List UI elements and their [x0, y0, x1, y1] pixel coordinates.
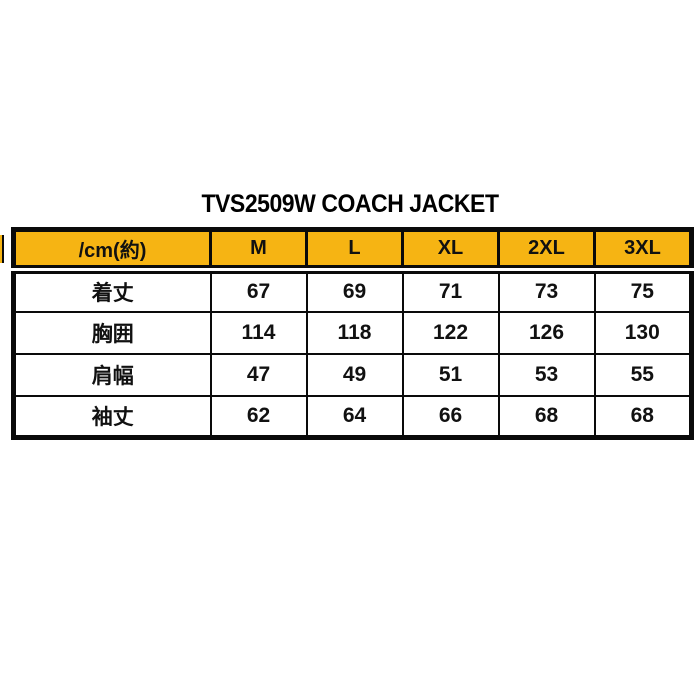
cell-value: 68 [593, 394, 693, 439]
cell-value: 67 [209, 268, 308, 313]
cell-value: 64 [305, 394, 404, 439]
cell-value: 68 [497, 394, 596, 439]
cell-value: 118 [305, 310, 404, 355]
cell-value: 130 [593, 310, 693, 355]
cell-value: 69 [305, 268, 404, 313]
cell-value: 114 [209, 310, 308, 355]
cell-value: 49 [305, 352, 404, 397]
table-row-body-length: 着丈 67 69 71 73 75 [12, 268, 693, 313]
cell-value: 51 [401, 352, 500, 397]
column-header-size-m: M [209, 228, 308, 274]
row-label: 肩幅 [12, 352, 212, 397]
cell-value: 55 [593, 352, 693, 397]
cell-value: 47 [209, 352, 308, 397]
page-title: TVS2509W COACH JACKET [201, 190, 499, 218]
table-row-chest: 胸囲 114 118 122 126 130 [12, 310, 693, 355]
row-label: 袖丈 [12, 394, 212, 439]
column-header-unit: /cm(約) [12, 228, 212, 274]
size-chart-table: /cm(約) M L XL 2XL 3XL 着丈 67 69 71 73 75 … [11, 227, 694, 440]
cell-value: 71 [401, 268, 500, 313]
column-header-size-xl: XL [401, 228, 500, 274]
cell-value: 126 [497, 310, 596, 355]
table-row-sleeve-length: 袖丈 62 64 66 68 68 [12, 394, 693, 439]
table-row-shoulder-width: 肩幅 47 49 51 53 55 [12, 352, 693, 397]
cell-value: 122 [401, 310, 500, 355]
cell-value: 62 [209, 394, 308, 439]
cell-value: 66 [401, 394, 500, 439]
row-label: 着丈 [12, 268, 212, 313]
row-label: 胸囲 [12, 310, 212, 355]
left-edge-yellow-artifact [0, 235, 4, 263]
cell-value: 75 [593, 268, 693, 313]
cell-value: 53 [497, 352, 596, 397]
cell-value: 73 [497, 268, 596, 313]
column-header-size-2xl: 2XL [497, 228, 596, 274]
column-header-size-l: L [305, 228, 404, 274]
column-header-size-3xl: 3XL [593, 228, 693, 274]
table-header-row: /cm(約) M L XL 2XL 3XL [12, 228, 693, 274]
